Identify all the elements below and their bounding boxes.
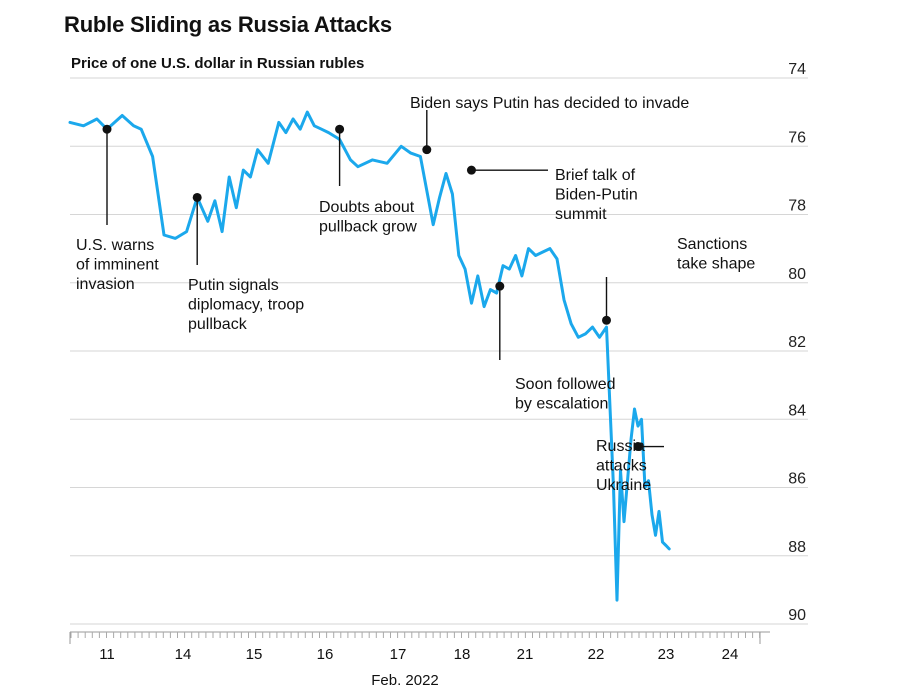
annotation-text: pullback grow: [319, 219, 417, 236]
x-tick-label: 11: [99, 646, 115, 663]
x-tick-label: 17: [390, 646, 407, 663]
y-tick-label: 86: [788, 471, 806, 488]
annotation-dot: [495, 281, 505, 291]
y-tick-label: 78: [788, 198, 806, 215]
annotation-dot: [602, 315, 611, 325]
x-tick-label: 18: [454, 646, 471, 663]
annotation: Putin signals diplomacy, troop pullback: [188, 192, 304, 333]
y-axis: 74 76 78 80 82 84 86 88 90: [788, 61, 806, 624]
annotation: Sanctions take shape: [602, 236, 755, 325]
annotation-text: invasion: [76, 276, 135, 293]
y-tick-label: 76: [788, 129, 806, 146]
annotation-text: pullback: [188, 316, 248, 333]
x-tick-label: 22: [588, 646, 605, 663]
annotation-text: Soon followed: [515, 376, 616, 393]
x-axis-label: Feb. 2022: [371, 672, 439, 689]
annotation: Doubts about pullback grow: [319, 124, 417, 236]
annotation-dot: [102, 124, 112, 134]
annotation: Russia attacks Ukraine: [596, 438, 664, 494]
annotation-text: of imminent: [76, 257, 159, 274]
annotation-text: attacks: [596, 458, 647, 475]
annotation-text: diplomacy, troop: [188, 297, 304, 314]
x-tick-label: 14: [175, 646, 192, 663]
x-tick-label: 23: [658, 646, 675, 663]
annotation-dot: [633, 442, 643, 452]
annotation-text: Biden-Putin: [555, 187, 638, 204]
annotation: Brief talk of Biden-Putin summit: [466, 165, 638, 223]
chart-title: Ruble Sliding as Russia Attacks: [64, 12, 392, 37]
annotation-text: Sanctions: [677, 236, 747, 253]
annotations: U.S. warns of imminent invasion Putin signa…: [76, 95, 755, 494]
annotation-text: U.S. warns: [76, 237, 154, 254]
annotation-text: Russia: [596, 438, 645, 455]
annotation-text: Biden says Putin has decided to invade: [410, 95, 689, 112]
grid-lines: [70, 77, 808, 625]
annotation-text: by escalation: [515, 396, 608, 413]
annotation: Biden says Putin has decided to invade: [410, 95, 689, 155]
annotation-text: summit: [555, 206, 607, 223]
annotation-text: Doubts about: [319, 199, 415, 216]
annotation-dot: [192, 192, 202, 202]
y-tick-label: 80: [788, 266, 806, 283]
series-line: [68, 110, 671, 602]
annotation-dot: [466, 165, 476, 175]
annotation-text: Putin signals: [188, 277, 279, 294]
annotation: U.S. warns of imminent invasion: [76, 124, 159, 293]
annotation-text: Ukraine: [596, 477, 651, 494]
annotation-dot: [335, 124, 345, 134]
x-axis: 11 14 15 16 17 18 21 22 23 24: [69, 631, 770, 663]
x-tick-label: 15: [246, 646, 263, 663]
annotation-dot: [422, 145, 432, 155]
y-tick-label: 90: [788, 607, 806, 624]
x-tick-label: 16: [317, 646, 334, 663]
y-tick-label: 84: [788, 402, 806, 419]
chart-subtitle: Price of one U.S. dollar in Russian rubl…: [71, 55, 365, 72]
annotation-text: Brief talk of: [555, 167, 636, 184]
series-layer: [68, 110, 671, 602]
y-tick-label: 88: [788, 539, 806, 556]
x-tick-label: 24: [722, 646, 739, 663]
y-tick-label: 82: [788, 334, 806, 351]
x-tick-label: 21: [517, 646, 534, 663]
y-tick-label: 74: [788, 61, 806, 78]
annotation-text: take shape: [677, 256, 755, 273]
annotation: Soon followed by escalation: [495, 281, 616, 413]
